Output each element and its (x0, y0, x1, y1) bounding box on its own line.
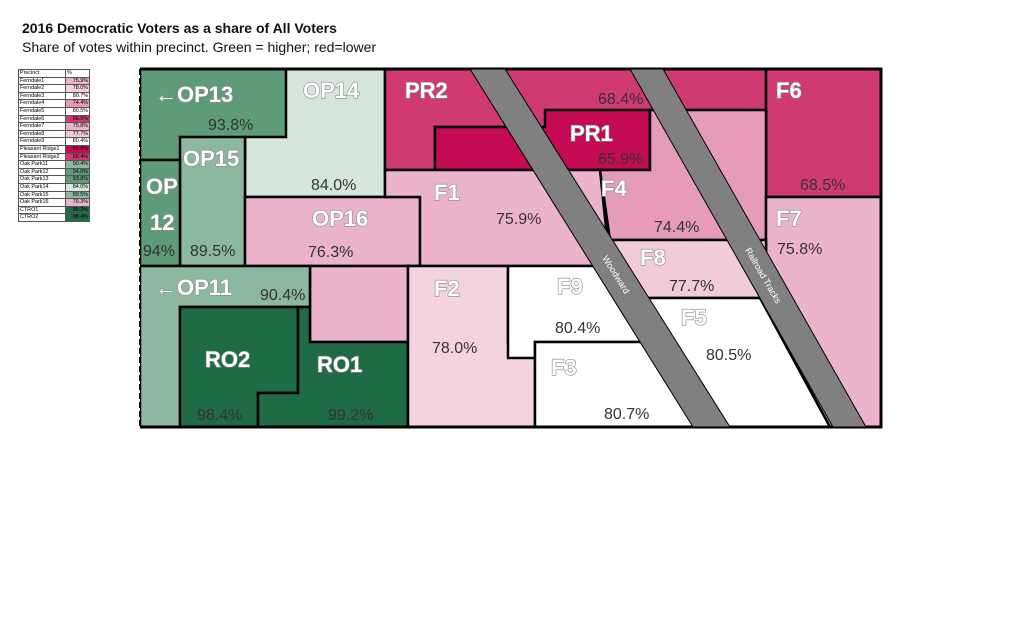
precinct-label-pr2: PR2 (405, 78, 448, 103)
precinct-value-f4: 74.4% (654, 219, 699, 236)
precinct-label-f2: F2 (434, 276, 460, 301)
precinct-label-f5: F5 (681, 305, 707, 330)
precinct-label-f7: F7 (776, 206, 802, 231)
legend-precinct-value: 98.4% (65, 213, 90, 222)
precinct-value-f9: 80.4% (555, 320, 600, 337)
map-subtitle: Share of votes within precinct. Green = … (22, 39, 377, 55)
precinct-value-f1: 75.9% (496, 211, 541, 228)
legend-row: CTRO2 98.4% (18, 213, 90, 222)
precinct-value-ro2: 98.4% (197, 407, 242, 424)
precinct-value-op14: 84.0% (311, 177, 356, 194)
precinct-value-op13: 93.8% (208, 117, 253, 134)
precinct-value-op12: 94% (143, 243, 175, 260)
precinct-label-op11: ←OP11 (155, 275, 232, 300)
precinct-value-f6: 68.5% (800, 177, 845, 194)
precinct-op16-lower (308, 264, 410, 344)
precinct-label-op12-line2: 12 (150, 210, 174, 235)
precinct-value-op15: 89.5% (190, 243, 235, 260)
precinct-label-f4: F4 (601, 176, 627, 201)
precinct-value-f3: 80.7% (604, 406, 649, 423)
precinct-label-op12-line1: OP (146, 174, 178, 199)
precinct-label-f8: F8 (640, 245, 666, 270)
precinct-label-op15: OP15 (183, 146, 239, 171)
precinct-ro1 (256, 305, 410, 427)
precinct-value-op11: 90.4% (260, 287, 305, 304)
precinct-value-ro1: 99.2% (328, 407, 373, 424)
precinct-label-ro1: RO1 (317, 352, 362, 377)
precinct-label-pr1: PR1 (570, 121, 613, 146)
railroad-tracks (629, 68, 867, 428)
map-title: 2016 Democratic Voters as a share of All… (22, 20, 337, 36)
precinct-label-op16: OP16 (312, 206, 368, 231)
legend-table: Precinct % Ferndale1 75.9% Ferndale2 78.0% F… (18, 69, 90, 222)
precinct-value-f2: 78.0% (432, 340, 477, 357)
precinct-value-pr2: 68.4% (598, 91, 643, 108)
precinct-label-f1: F1 (434, 180, 460, 205)
precinct-label-f6: F6 (776, 78, 802, 103)
woodward-road (469, 68, 731, 428)
precinct-label-ro2: RO2 (205, 347, 250, 372)
precinct-label-f9: F9 (557, 274, 583, 299)
precinct-label-f3: F3 (551, 355, 577, 380)
precinct-value-f5: 80.5% (706, 347, 751, 364)
precinct-label-op13: ←OP13 (155, 82, 233, 107)
precinct-value-pr1: 65.9% (598, 151, 643, 168)
precinct-value-f7: 75.8% (777, 241, 822, 258)
map-border (140, 67, 883, 429)
precinct-label-op14: OP14 (303, 78, 360, 103)
precinct-value-f8: 77.7% (669, 278, 714, 295)
precinct-value-op16: 76.3% (308, 244, 353, 261)
